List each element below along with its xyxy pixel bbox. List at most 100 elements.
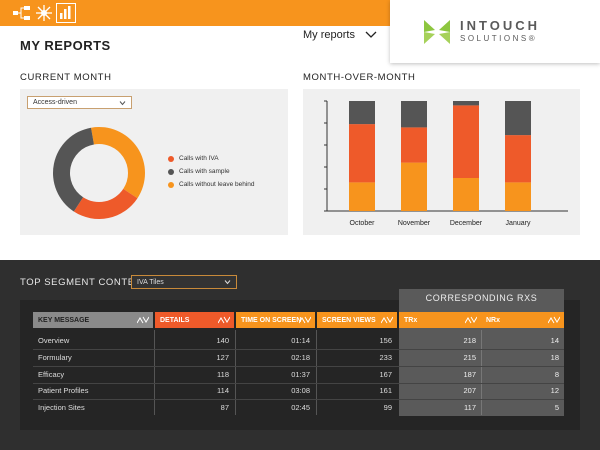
row-divider bbox=[33, 383, 564, 384]
cell-time-on-screen: 01:37 bbox=[291, 370, 310, 379]
cell-screen-views: 167 bbox=[379, 370, 392, 379]
cell-trx: 117 bbox=[464, 403, 476, 412]
legend-label: Calls with sample bbox=[179, 168, 230, 175]
rxs-title: CORRESPONDING RXS bbox=[425, 293, 538, 303]
cell-key-message: Overview bbox=[38, 336, 70, 345]
segment-label: TOP SEGMENT CONTENT bbox=[20, 277, 149, 288]
reports-dropdown-label: My reports bbox=[303, 29, 355, 41]
table-row[interactable]: Overview 140 01:14 156 218 14 bbox=[33, 333, 564, 349]
column-divider bbox=[316, 330, 317, 415]
table-row[interactable]: Patient Profiles 114 03:08 161 207 12 bbox=[33, 383, 564, 399]
donut-legend: Calls with IVA Calls with sample Calls w… bbox=[168, 152, 255, 191]
donut-slice bbox=[53, 127, 94, 212]
bar-chart-icon[interactable] bbox=[56, 3, 76, 23]
cell-time-on-screen: 01:14 bbox=[291, 336, 310, 345]
column-header-label: KEY MESSAGE bbox=[38, 316, 90, 324]
legend-label: Calls without leave behind bbox=[179, 181, 255, 188]
intouch-logo-icon bbox=[424, 20, 450, 44]
segment-filter-select[interactable]: IVA Tiles bbox=[131, 275, 237, 289]
bar-segment bbox=[401, 101, 427, 128]
chevron-down-icon bbox=[119, 100, 126, 105]
legend-label: Calls with IVA bbox=[179, 155, 219, 162]
hierarchy-icon[interactable] bbox=[12, 3, 32, 23]
cell-details: 114 bbox=[217, 386, 229, 395]
stacked-bar-chart: October November December January bbox=[324, 100, 568, 227]
logo-subtitle: SOLUTIONS® bbox=[460, 34, 538, 43]
table-row[interactable]: Formulary 127 02:18 233 215 18 bbox=[33, 350, 564, 366]
bar-segment bbox=[505, 135, 531, 183]
bar-segment bbox=[401, 162, 427, 211]
table-row[interactable]: Injection Sites 87 02:45 99 117 5 bbox=[33, 400, 564, 416]
donut-chart bbox=[53, 127, 145, 219]
bar-segment bbox=[349, 124, 375, 183]
column-divider bbox=[154, 330, 155, 415]
column-header-label: TRx bbox=[404, 316, 418, 324]
column-header-label: TIME ON SCREEN bbox=[241, 316, 302, 324]
segment-filter-value: IVA Tiles bbox=[137, 278, 164, 286]
column-header-details[interactable]: DETAILS bbox=[155, 312, 234, 328]
sort-icon bbox=[465, 316, 477, 324]
legend-swatch bbox=[168, 181, 174, 188]
cell-key-message: Injection Sites bbox=[38, 403, 85, 412]
cell-details: 127 bbox=[216, 353, 229, 362]
access-filter-select[interactable]: Access-driven bbox=[27, 96, 132, 109]
sort-icon bbox=[299, 316, 311, 324]
cell-key-message: Efficacy bbox=[38, 370, 65, 379]
x-tick-label: January bbox=[506, 220, 531, 227]
row-divider bbox=[33, 366, 564, 367]
x-tick-label: December bbox=[450, 220, 483, 227]
column-header-label: SCREEN VIEWS bbox=[322, 316, 376, 324]
legend-item: Calls with IVA bbox=[168, 152, 255, 165]
sort-icon bbox=[218, 316, 230, 324]
column-header-nrx[interactable]: NRx bbox=[481, 312, 564, 328]
x-tick-label: November bbox=[398, 220, 431, 227]
table-row[interactable]: Efficacy 118 01:37 167 187 8 bbox=[33, 367, 564, 383]
current-month-label: CURRENT MONTH bbox=[20, 72, 112, 83]
column-header-key-message[interactable]: KEY MESSAGE bbox=[33, 312, 153, 328]
cell-details: 118 bbox=[217, 370, 229, 379]
column-divider bbox=[481, 330, 482, 415]
cell-nrx: 14 bbox=[550, 336, 559, 345]
cell-time-on-screen: 03:08 bbox=[291, 386, 310, 395]
cell-time-on-screen: 02:18 bbox=[291, 353, 310, 362]
donut-slice bbox=[91, 127, 145, 199]
legend-item: Calls with sample bbox=[168, 165, 255, 178]
cell-key-message: Patient Profiles bbox=[38, 386, 89, 395]
sort-icon bbox=[548, 316, 560, 324]
logo-card: Close INTOUCH SOLUTIONS® bbox=[390, 0, 600, 63]
column-header-label: NRx bbox=[486, 316, 501, 324]
close-link[interactable]: Close bbox=[570, 8, 594, 18]
logo-wordmark: INTOUCH bbox=[460, 18, 540, 33]
cell-trx: 215 bbox=[463, 353, 476, 362]
bar-segment bbox=[349, 101, 375, 125]
cell-details: 140 bbox=[216, 336, 229, 345]
bar-segment bbox=[401, 127, 427, 163]
network-icon[interactable] bbox=[34, 3, 54, 23]
bar-segment bbox=[505, 182, 531, 211]
bar-segment bbox=[453, 101, 479, 106]
month-over-month-label: MONTH-OVER-MONTH bbox=[303, 72, 416, 83]
legend-swatch bbox=[168, 155, 174, 162]
column-header-time-on-screen[interactable]: TIME ON SCREEN bbox=[236, 312, 315, 328]
column-header-trx[interactable]: TRx bbox=[399, 312, 481, 328]
page-title: MY REPORTS bbox=[20, 38, 111, 53]
cell-screen-views: 156 bbox=[379, 336, 392, 345]
cell-nrx: 18 bbox=[550, 353, 559, 362]
cell-screen-views: 99 bbox=[383, 403, 392, 412]
cell-nrx: 12 bbox=[550, 386, 559, 395]
cell-key-message: Formulary bbox=[38, 353, 72, 362]
reports-dropdown[interactable]: My reports bbox=[303, 29, 377, 41]
cell-details: 87 bbox=[220, 403, 229, 412]
bar-segment bbox=[453, 178, 479, 211]
column-header-screen-views[interactable]: SCREEN VIEWS bbox=[317, 312, 397, 328]
chevron-down-icon bbox=[224, 280, 231, 285]
bar-segment bbox=[349, 182, 375, 211]
cell-trx: 187 bbox=[463, 370, 476, 379]
sort-icon bbox=[381, 316, 393, 324]
bar-segment bbox=[453, 105, 479, 178]
legend-swatch bbox=[168, 168, 174, 175]
legend-item: Calls without leave behind bbox=[168, 178, 255, 191]
cell-screen-views: 233 bbox=[379, 353, 392, 362]
cell-nrx: 8 bbox=[554, 370, 559, 379]
column-header-label: DETAILS bbox=[160, 316, 190, 324]
